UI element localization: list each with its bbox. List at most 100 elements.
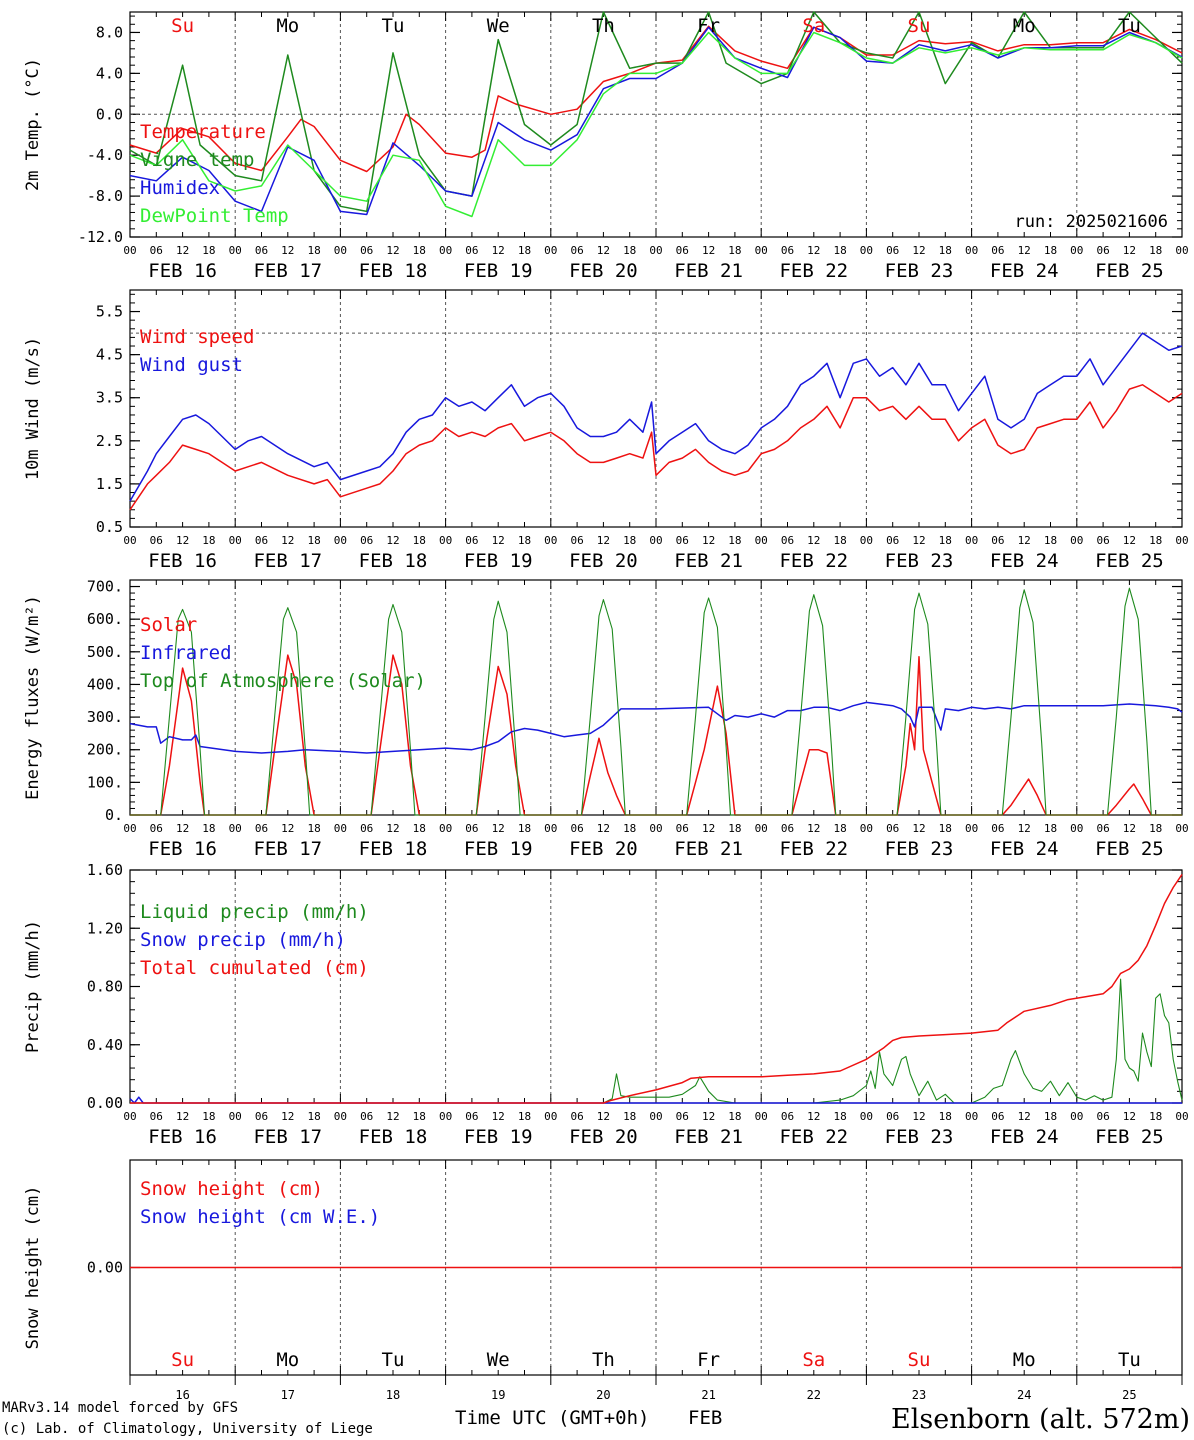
date-label: FEB 25 xyxy=(1095,260,1164,282)
day-number-label: 18 xyxy=(386,1388,400,1402)
hour-tick-label: 18 xyxy=(1149,534,1162,547)
y-tick-label: 4.5 xyxy=(96,346,123,364)
hour-tick-label: 06 xyxy=(255,822,268,835)
hour-tick-label: 12 xyxy=(386,1110,399,1123)
legend-entry: Temperature xyxy=(140,121,266,143)
hour-tick-label: 06 xyxy=(150,822,163,835)
hour-tick-label: 00 xyxy=(965,534,978,547)
day-number-label: 17 xyxy=(281,1388,295,1402)
hour-tick-label: 12 xyxy=(702,1110,715,1123)
hour-tick-label: 12 xyxy=(597,822,610,835)
day-name-label: Th xyxy=(592,15,615,37)
series-line-flux-0 xyxy=(130,654,1182,816)
station-name: Elsenborn (alt. 572m) xyxy=(891,1404,1190,1435)
hour-tick-label: 12 xyxy=(807,244,820,257)
hour-tick-label: 06 xyxy=(781,244,794,257)
hour-tick-label: 06 xyxy=(150,244,163,257)
y-tick-label: 100. xyxy=(87,773,123,791)
y-tick-label: 0.00 xyxy=(87,1259,123,1277)
day-name-label: Su xyxy=(908,15,931,37)
hour-tick-label: 12 xyxy=(386,822,399,835)
hour-tick-label: 18 xyxy=(202,822,215,835)
series-line-wind-1 xyxy=(129,332,1183,502)
hour-tick-label: 12 xyxy=(281,822,294,835)
day-number-label: 16 xyxy=(175,1388,189,1402)
hour-tick-label: 00 xyxy=(1070,1110,1083,1123)
day-number-label: 19 xyxy=(491,1388,505,1402)
hour-tick-label: 12 xyxy=(1123,1110,1136,1123)
hour-tick-label: 18 xyxy=(728,822,741,835)
y-tick-label: 0.0 xyxy=(96,105,123,123)
day-name-label: Su xyxy=(908,1349,931,1371)
hour-tick-label: 18 xyxy=(623,1110,636,1123)
day-number-label: 23 xyxy=(912,1388,926,1402)
hour-tick-label: 06 xyxy=(150,1110,163,1123)
hour-tick-label: 18 xyxy=(1149,244,1162,257)
series-line-temp-2 xyxy=(129,26,1183,216)
hour-tick-label: 00 xyxy=(229,244,242,257)
legend-entry: DewPoint Temp xyxy=(140,205,289,227)
y-tick-label: 600. xyxy=(87,610,123,628)
day-number-label: 21 xyxy=(701,1388,715,1402)
hour-tick-label: 06 xyxy=(781,534,794,547)
y-tick-label: -12.0 xyxy=(78,228,123,246)
hour-tick-label: 00 xyxy=(544,822,557,835)
hour-tick-label: 18 xyxy=(939,244,952,257)
hour-tick-label: 06 xyxy=(991,1110,1004,1123)
hour-tick-label: 12 xyxy=(176,534,189,547)
date-label: FEB 22 xyxy=(779,838,848,860)
hour-tick-label: 00 xyxy=(649,822,662,835)
hour-tick-label: 18 xyxy=(1044,1110,1057,1123)
hour-tick-label: 12 xyxy=(1123,822,1136,835)
hour-tick-label: 12 xyxy=(807,1110,820,1123)
hour-tick-label: 18 xyxy=(1149,822,1162,835)
day-name-label: Fr xyxy=(697,15,720,37)
y-axis-title: Snow height (cm) xyxy=(23,1186,43,1350)
series-line-flux-2 xyxy=(130,587,1182,816)
hour-tick-label: 06 xyxy=(1096,1110,1109,1123)
hour-tick-label: 06 xyxy=(886,534,899,547)
hour-tick-label: 06 xyxy=(465,1110,478,1123)
hour-tick-label: 18 xyxy=(413,244,426,257)
date-label: FEB 24 xyxy=(990,550,1059,572)
hour-tick-label: 06 xyxy=(570,244,583,257)
hour-tick-label: 00 xyxy=(755,244,768,257)
hour-tick-label: 06 xyxy=(465,244,478,257)
date-label: FEB 23 xyxy=(885,550,954,572)
hour-tick-label: 00 xyxy=(860,534,873,547)
date-label: FEB 19 xyxy=(464,1126,533,1148)
day-name-label: Tu xyxy=(382,1349,405,1371)
hour-tick-label: 12 xyxy=(1018,534,1031,547)
y-tick-label: 0. xyxy=(105,806,123,824)
footer: MARv3.14 model forced by GFS (c) Lab. of… xyxy=(2,1400,1190,1437)
y-axis-title: Precip (mm/h) xyxy=(23,920,43,1053)
hour-tick-label: 00 xyxy=(439,534,452,547)
hour-tick-label: 06 xyxy=(465,534,478,547)
hour-tick-label: 00 xyxy=(965,244,978,257)
date-label: FEB 23 xyxy=(885,260,954,282)
hour-tick-label: 00 xyxy=(649,534,662,547)
hour-tick-label: 12 xyxy=(281,244,294,257)
hour-tick-label: 06 xyxy=(150,534,163,547)
hour-tick-label: 18 xyxy=(728,244,741,257)
y-tick-label: 200. xyxy=(87,741,123,759)
hour-tick-label: 12 xyxy=(1123,244,1136,257)
hour-tick-label: 00 xyxy=(965,1110,978,1123)
hour-tick-label: 06 xyxy=(360,1110,373,1123)
hour-tick-label: 12 xyxy=(176,822,189,835)
y-tick-label: 300. xyxy=(87,708,123,726)
hour-tick-label: 06 xyxy=(886,1110,899,1123)
date-label: FEB 18 xyxy=(359,260,428,282)
hour-tick-label: 12 xyxy=(912,244,925,257)
hour-tick-label: 12 xyxy=(702,534,715,547)
hour-tick-label: 06 xyxy=(255,534,268,547)
hour-tick-label: 12 xyxy=(492,822,505,835)
month-label: FEB xyxy=(688,1407,722,1429)
hour-tick-label: 06 xyxy=(991,244,1004,257)
date-label: FEB 21 xyxy=(674,838,743,860)
date-label: FEB 22 xyxy=(779,550,848,572)
legend-entry: Top of Atmosphere (Solar) xyxy=(140,670,426,692)
y-tick-label: 0.40 xyxy=(87,1036,123,1054)
series-line-temp-3 xyxy=(129,31,1183,218)
